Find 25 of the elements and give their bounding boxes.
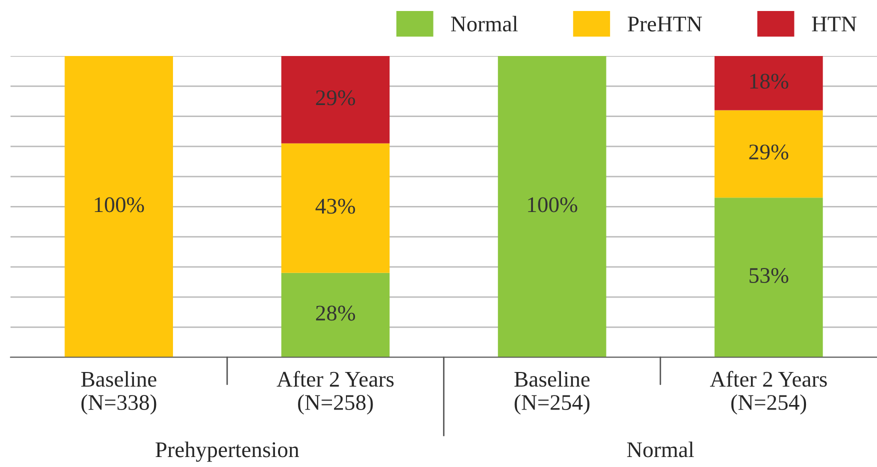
x-tick-label: After 2 Years (N=254) — [710, 370, 827, 415]
text: Prehypertension — [156, 442, 300, 462]
data-label: 28% — [316, 306, 356, 321]
x-tick-label: Baseline (N=338) — [81, 371, 156, 415]
data-label: 100% — [528, 197, 578, 212]
bar — [281, 56, 390, 144]
bar — [281, 272, 390, 358]
data-label: 43% — [316, 198, 356, 214]
legend-label: Normal — [451, 16, 518, 32]
x-tick-label: After 2 Years (N=258) — [276, 370, 394, 415]
data-label: 29% — [749, 144, 788, 160]
bar — [64, 56, 173, 358]
bar — [714, 198, 823, 358]
data-label: 53% — [750, 268, 788, 284]
bar — [714, 110, 823, 198]
legend-label: PreHTN — [628, 16, 702, 32]
bar — [498, 56, 606, 358]
data-label: 100% — [94, 197, 144, 212]
x-tick-label: Baseline (N=254) — [514, 371, 590, 415]
bar — [714, 56, 823, 110]
legend-label: HTN — [812, 16, 856, 32]
data-label: 29% — [316, 90, 356, 106]
bar — [281, 143, 390, 273]
text: Normal — [627, 442, 694, 458]
data-label: 18% — [750, 74, 788, 89]
